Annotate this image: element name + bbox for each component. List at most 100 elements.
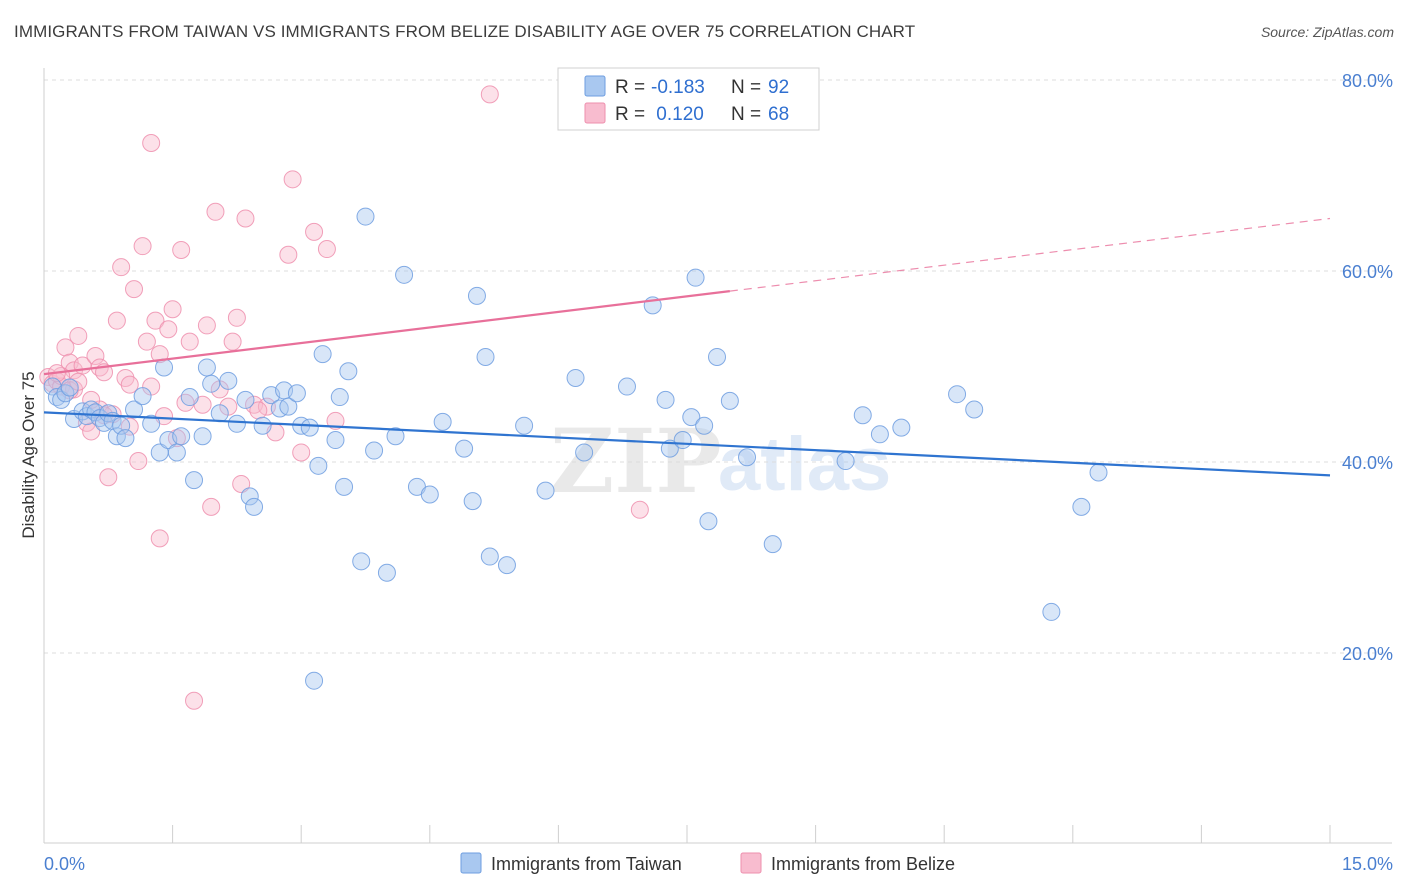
legend-box: R = -0.183 N = 92 R = 0.120 N = 68 <box>557 67 820 131</box>
belize-point <box>292 443 311 462</box>
taiwan-point <box>356 207 375 226</box>
taiwan-point <box>60 378 79 397</box>
taiwan-point <box>365 441 384 460</box>
taiwan-point <box>116 429 135 448</box>
taiwan-point <box>695 416 714 435</box>
taiwan-point <box>892 418 911 437</box>
legend-n-label-taiwan: N = <box>731 77 761 98</box>
belize-point <box>107 311 126 330</box>
taiwan-point <box>686 268 705 287</box>
taiwan-point <box>836 452 855 471</box>
taiwan-point <box>300 418 319 437</box>
legend-swatch-belize <box>584 102 606 124</box>
taiwan-point <box>197 358 216 377</box>
belize-point <box>279 245 298 264</box>
taiwan-point <box>326 431 345 450</box>
chart-title: IMMIGRANTS FROM TAIWAN VS IMMIGRANTS FRO… <box>14 22 916 41</box>
taiwan-point <box>853 406 872 425</box>
belize-point <box>137 332 156 351</box>
watermark-atlas: atlas <box>718 422 891 507</box>
belize-point <box>125 280 144 299</box>
bottom-legend-swatch-belize <box>740 852 762 874</box>
belize-point <box>112 258 131 277</box>
legend-r-value-taiwan: -0.183 <box>651 77 705 98</box>
taiwan-point <box>1042 602 1061 621</box>
belize-point <box>480 85 499 104</box>
y-tick-label: 40.0% <box>1342 453 1393 473</box>
x-tick-label-min: 0.0% <box>44 854 85 874</box>
series-belize-points <box>39 85 649 710</box>
taiwan-point <box>279 397 298 416</box>
taiwan-point <box>253 416 272 435</box>
legend-n-value-belize: 68 <box>768 104 789 125</box>
taiwan-point <box>566 368 585 387</box>
legend-n-value-taiwan: 92 <box>768 77 789 98</box>
taiwan-point <box>377 563 396 582</box>
belize-point <box>630 500 649 519</box>
taiwan-point <box>965 400 984 419</box>
bottom-legend-label-belize: Immigrants from Belize <box>771 854 955 874</box>
belize-point <box>163 300 182 319</box>
y-tick-label: 80.0% <box>1342 71 1393 91</box>
taiwan-point <box>480 547 499 566</box>
belize-point <box>150 345 169 364</box>
bottom-legend-label-taiwan: Immigrants from Taiwan <box>491 854 682 874</box>
x-tick-labels: 0.0% 15.0% <box>44 854 1393 874</box>
belize-point <box>150 529 169 548</box>
taiwan-point <box>673 431 692 450</box>
trend-line-belize <box>43 290 730 376</box>
y-axis-title: Disability Age Over 75 <box>19 371 38 538</box>
taiwan-point <box>948 385 967 404</box>
gridlines <box>44 79 1392 654</box>
watermark-zip: ZIP <box>550 409 722 513</box>
belize-point <box>180 332 199 351</box>
taiwan-point <box>575 443 594 462</box>
belize-point <box>223 332 242 351</box>
taiwan-point <box>167 443 186 462</box>
taiwan-point <box>497 556 516 575</box>
taiwan-point <box>656 390 675 409</box>
bottom-legend: Immigrants from Taiwan Immigrants from B… <box>460 852 955 874</box>
taiwan-point <box>455 439 474 458</box>
taiwan-point <box>515 416 534 435</box>
taiwan-point <box>395 265 414 284</box>
belize-point <box>197 316 216 335</box>
taiwan-point <box>133 387 152 406</box>
legend-n-label-belize: N = <box>731 104 761 125</box>
taiwan-point <box>1072 497 1091 516</box>
belize-point <box>202 497 221 516</box>
belize-point <box>133 237 152 256</box>
bottom-legend-swatch-taiwan <box>460 852 482 874</box>
taiwan-point <box>420 485 439 504</box>
belize-point <box>120 375 139 394</box>
taiwan-point <box>386 427 405 446</box>
taiwan-point <box>185 471 204 490</box>
taiwan-point <box>125 400 144 419</box>
taiwan-point <box>155 358 174 377</box>
taiwan-point <box>699 512 718 531</box>
taiwan-point <box>476 347 495 366</box>
taiwan-point <box>682 408 701 427</box>
taiwan-point <box>720 391 739 410</box>
y-tick-label: 20.0% <box>1342 644 1393 664</box>
taiwan-point <box>245 497 264 516</box>
belize-point <box>317 240 336 259</box>
taiwan-point <box>335 477 354 496</box>
taiwan-point <box>339 362 358 381</box>
taiwan-point <box>227 414 246 433</box>
legend-r-label-taiwan: R = <box>615 77 645 98</box>
taiwan-point <box>172 427 191 446</box>
taiwan-point <box>219 371 238 390</box>
x-tick-label-max: 15.0% <box>1342 854 1393 874</box>
taiwan-point <box>236 390 255 409</box>
taiwan-point <box>738 448 757 467</box>
trend-line-belize-extrapolated <box>729 217 1331 292</box>
belize-point <box>142 134 161 153</box>
belize-point <box>99 468 118 487</box>
taiwan-point <box>763 535 782 554</box>
belize-point <box>146 311 165 330</box>
trend-lines <box>43 217 1331 477</box>
belize-point <box>159 320 178 339</box>
y-tick-label: 60.0% <box>1342 262 1393 282</box>
